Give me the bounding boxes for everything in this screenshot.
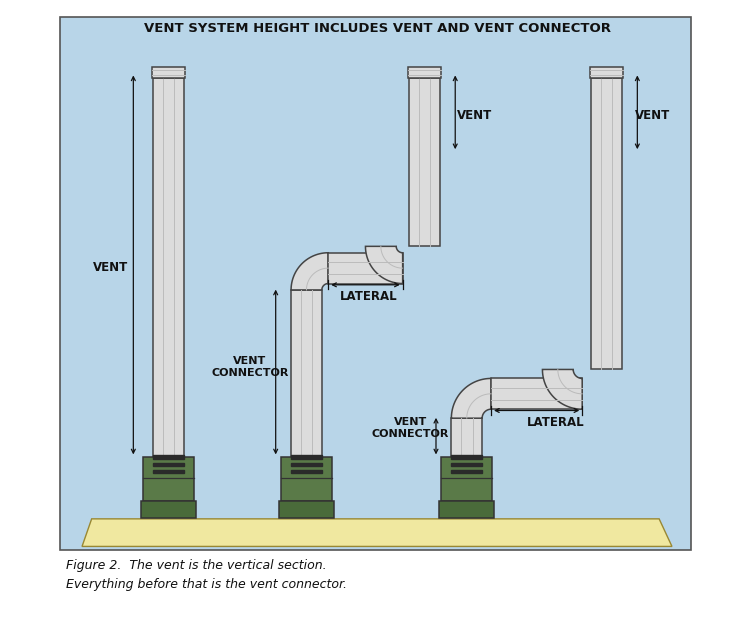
Bar	[439, 501, 495, 518]
Bar	[291, 290, 322, 457]
Bar	[328, 252, 403, 283]
Bar	[291, 470, 322, 473]
Polygon shape	[82, 519, 672, 546]
Text: Figure 2.  The vent is the vertical section.
Everything before that is the vent : Figure 2. The vent is the vertical secti…	[66, 559, 347, 591]
Bar	[280, 457, 332, 501]
Text: VENT: VENT	[93, 261, 128, 274]
Text: LATERAL: LATERAL	[527, 415, 584, 428]
Bar	[452, 455, 482, 459]
Bar	[452, 463, 482, 466]
Bar	[291, 455, 322, 459]
Polygon shape	[366, 247, 403, 283]
Bar	[153, 455, 184, 459]
Bar	[153, 470, 184, 473]
Text: VENT
CONNECTOR: VENT CONNECTOR	[211, 356, 289, 378]
FancyBboxPatch shape	[60, 17, 691, 549]
Text: VENT SYSTEM HEIGHT INCLUDES VENT AND VENT CONNECTOR: VENT SYSTEM HEIGHT INCLUDES VENT AND VEN…	[143, 23, 611, 35]
Bar	[153, 463, 184, 466]
Bar	[153, 79, 184, 457]
Bar	[441, 457, 492, 501]
Bar	[152, 67, 185, 79]
Text: VENT
CONNECTOR: VENT CONNECTOR	[372, 417, 449, 439]
Bar	[291, 463, 322, 466]
Bar	[141, 501, 196, 518]
Bar	[408, 67, 441, 79]
Polygon shape	[291, 252, 328, 290]
Text: VENT: VENT	[635, 109, 670, 122]
Text: VENT: VENT	[457, 109, 492, 122]
Bar	[452, 418, 482, 457]
Bar	[452, 470, 482, 473]
Bar	[591, 79, 622, 370]
Bar	[491, 379, 582, 409]
Bar	[143, 457, 195, 501]
Bar	[409, 79, 440, 247]
Polygon shape	[542, 370, 582, 409]
Bar	[590, 67, 624, 79]
Text: LATERAL: LATERAL	[340, 290, 397, 303]
Polygon shape	[452, 379, 491, 418]
Bar	[279, 501, 334, 518]
